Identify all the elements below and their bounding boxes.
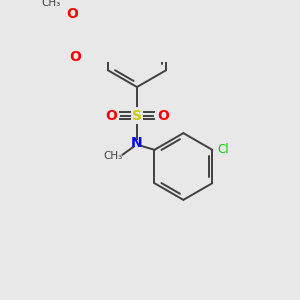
Text: O: O bbox=[157, 109, 169, 123]
Text: Cl: Cl bbox=[217, 143, 229, 156]
Text: O: O bbox=[66, 7, 78, 21]
Text: CH₃: CH₃ bbox=[103, 151, 123, 161]
Text: CH₃: CH₃ bbox=[41, 0, 61, 8]
Text: S: S bbox=[132, 109, 142, 123]
Text: N: N bbox=[131, 136, 143, 151]
Text: O: O bbox=[69, 50, 81, 64]
Text: O: O bbox=[105, 109, 117, 123]
